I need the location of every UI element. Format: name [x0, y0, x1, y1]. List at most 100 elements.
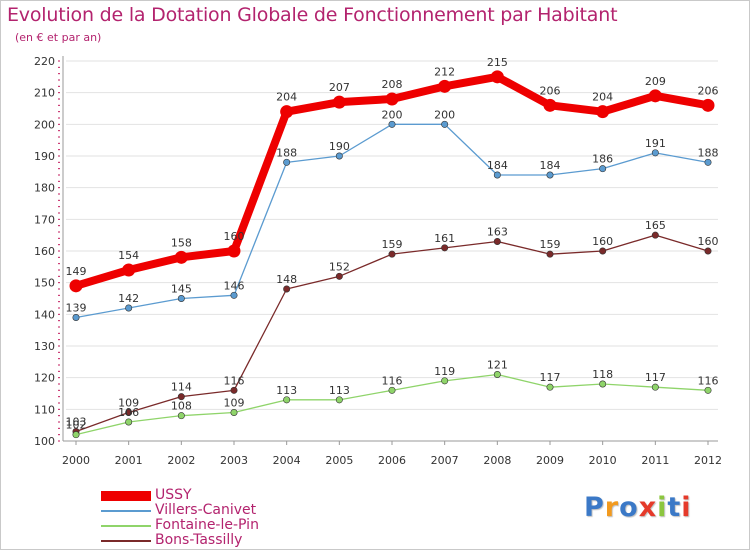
data-point-fontaine-le-pin-2010: [599, 380, 607, 388]
legend-label-bons-tassilly: Bons-Tassilly: [155, 532, 243, 548]
y-tick-label-210: 210: [34, 87, 55, 100]
x-tick-label-2006: 2006: [378, 454, 406, 467]
data-label-bons-tassilly-2000: 103: [66, 416, 87, 429]
data-label-fontaine-le-pin-2009: 117: [540, 371, 561, 384]
data-label-ussy-2004: 204: [276, 91, 297, 104]
data-label-villers-canivet-2012: 188: [698, 146, 719, 159]
chart-legend: USSY Villers-Canivet Fontaine-le-Pin Bons-T…: [101, 488, 259, 548]
data-point-villers-canivet-2010: [599, 165, 607, 173]
data-label-bons-tassilly-2006: 159: [382, 238, 403, 251]
data-point-fontaine-le-pin-2002: [177, 412, 185, 420]
data-point-fontaine-le-pin-2006: [388, 386, 396, 394]
data-label-fontaine-le-pin-2005: 113: [329, 384, 350, 397]
data-point-fontaine-le-pin-2004: [283, 396, 291, 404]
data-label-fontaine-le-pin-2001: 106: [118, 406, 139, 419]
data-label-ussy-2011: 209: [645, 75, 666, 88]
data-label-bons-tassilly-2010: 160: [592, 235, 613, 248]
logo-letter: P: [584, 492, 605, 523]
data-label-villers-canivet-2011: 191: [645, 137, 666, 150]
data-label-bons-tassilly-2009: 159: [540, 238, 561, 251]
data-label-bons-tassilly-2008: 163: [487, 226, 508, 239]
data-point-bons-tassilly-2004: [283, 285, 291, 293]
data-point-bons-tassilly-2001: [125, 408, 133, 416]
data-point-bons-tassilly-2003: [230, 386, 238, 394]
data-label-villers-canivet-2004: 188: [276, 146, 297, 159]
y-tick-label-150: 150: [34, 277, 55, 290]
data-point-ussy-2003: [227, 244, 241, 258]
data-label-fontaine-le-pin-2003: 109: [224, 397, 245, 410]
data-label-villers-canivet-2003: 146: [224, 279, 245, 292]
data-label-ussy-2012: 206: [698, 84, 719, 97]
legend-swatch-bons-tassilly: [101, 539, 151, 542]
data-label-ussy-2005: 207: [329, 81, 350, 94]
data-label-ussy-2008: 215: [487, 56, 508, 69]
data-point-villers-canivet-2008: [493, 171, 501, 179]
legend-label-villers-canivet: Villers-Canivet: [155, 502, 257, 518]
data-label-fontaine-le-pin-2004: 113: [276, 384, 297, 397]
x-tick-label-2007: 2007: [431, 454, 459, 467]
data-point-ussy-2012: [701, 98, 715, 112]
data-label-bons-tassilly-2007: 161: [434, 232, 455, 245]
y-tick-label-190: 190: [34, 150, 55, 163]
data-label-ussy-2000: 149: [66, 265, 87, 278]
data-label-ussy-2010: 204: [592, 91, 613, 104]
x-tick-label-2009: 2009: [536, 454, 564, 467]
data-point-bons-tassilly-2006: [388, 250, 396, 258]
data-point-bons-tassilly-2009: [546, 250, 554, 258]
legend-swatch-villers-canivet: [101, 509, 151, 512]
x-tick-label-2002: 2002: [167, 454, 195, 467]
data-point-villers-canivet-2011: [651, 149, 659, 157]
data-point-bons-tassilly-2002: [177, 393, 185, 401]
legend-item-villers-canivet: Villers-Canivet: [101, 503, 259, 518]
data-label-bons-tassilly-2004: 148: [276, 273, 297, 286]
data-point-villers-canivet-2004: [283, 158, 291, 166]
y-tick-label-220: 220: [34, 55, 55, 68]
data-label-villers-canivet-2010: 186: [592, 153, 613, 166]
x-tick-label-2005: 2005: [325, 454, 353, 467]
data-label-fontaine-le-pin-2000: 102: [66, 419, 87, 432]
data-point-fontaine-le-pin-2007: [441, 377, 449, 385]
logo-letter: r: [604, 492, 620, 523]
y-tick-label-160: 160: [34, 245, 55, 258]
data-point-villers-canivet-2000: [72, 313, 80, 321]
data-point-ussy-2009: [543, 98, 557, 112]
data-point-villers-canivet-2001: [125, 304, 133, 312]
x-tick-label-2011: 2011: [641, 454, 669, 467]
legend-swatch-ussy: [101, 490, 151, 501]
data-label-villers-canivet-2000: 139: [66, 302, 87, 315]
y-tick-label-130: 130: [34, 340, 55, 353]
y-tick-label-100: 100: [34, 435, 55, 448]
data-label-bons-tassilly-2005: 152: [329, 260, 350, 273]
data-label-ussy-2002: 158: [171, 236, 192, 249]
data-point-villers-canivet-2003: [230, 291, 238, 299]
legend-label-fontaine-le-pin: Fontaine-le-Pin: [155, 517, 259, 533]
data-point-ussy-2001: [122, 263, 136, 277]
data-point-fontaine-le-pin-2012: [704, 386, 712, 394]
y-tick-label-200: 200: [34, 118, 55, 131]
data-point-villers-canivet-2009: [546, 171, 554, 179]
data-label-ussy-2009: 206: [540, 84, 561, 97]
data-label-fontaine-le-pin-2006: 116: [382, 374, 403, 387]
y-tick-label-140: 140: [34, 308, 55, 321]
data-label-fontaine-le-pin-2007: 119: [434, 365, 455, 378]
y-tick-label-180: 180: [34, 182, 55, 195]
data-point-villers-canivet-2006: [388, 120, 396, 128]
data-label-fontaine-le-pin-2008: 121: [487, 359, 508, 372]
data-point-fontaine-le-pin-2009: [546, 383, 554, 391]
data-point-ussy-2002: [174, 250, 188, 264]
data-point-bons-tassilly-2007: [441, 244, 449, 252]
chart-subtitle: (en € et par an): [15, 31, 102, 44]
data-point-ussy-2011: [648, 89, 662, 103]
data-point-ussy-2007: [438, 79, 452, 93]
data-point-fontaine-le-pin-2000: [72, 431, 80, 439]
data-label-ussy-2007: 212: [434, 65, 455, 78]
logo-letter: i: [657, 492, 668, 523]
x-tick-label-2010: 2010: [589, 454, 617, 467]
data-point-ussy-2010: [596, 105, 610, 119]
y-tick-label-170: 170: [34, 213, 55, 226]
data-label-villers-canivet-2001: 142: [118, 292, 139, 305]
data-point-fontaine-le-pin-2011: [651, 383, 659, 391]
data-point-villers-canivet-2002: [177, 294, 185, 302]
data-point-ussy-2004: [280, 105, 294, 119]
